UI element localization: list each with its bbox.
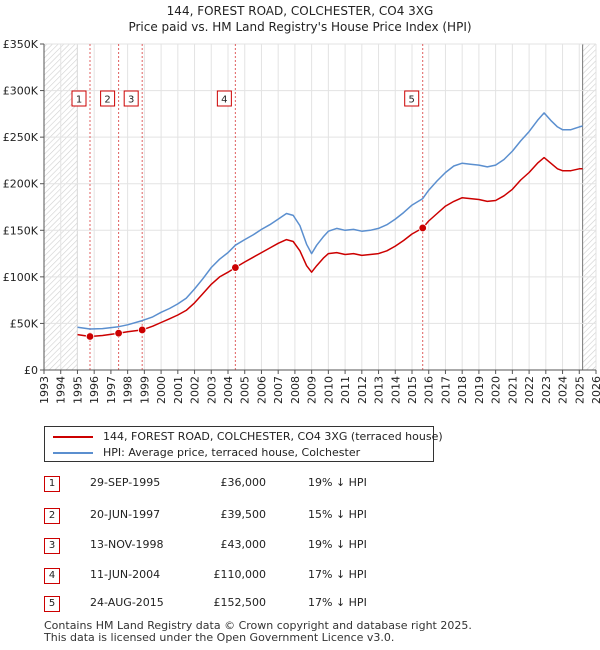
x-tick-label: 2015 <box>406 376 419 404</box>
sale-point <box>114 329 123 338</box>
x-tick-label: 2014 <box>389 376 402 404</box>
chart-title: 144, FOREST ROAD, COLCHESTER, CO4 3XG <box>166 4 434 18</box>
x-tick-label: 2012 <box>356 376 369 404</box>
x-tick-label: 2018 <box>456 376 469 404</box>
sale-marker-label: 1 <box>76 95 82 106</box>
sale-marker-badge <box>216 90 232 107</box>
x-tick-label: 2000 <box>155 376 168 404</box>
x-tick-label: 1999 <box>138 376 151 404</box>
footer-line-copyright: Contains HM Land Registry data © Crown c… <box>44 619 472 632</box>
x-tick-label: 2003 <box>205 376 218 404</box>
y-tick-label: £350K <box>3 38 39 51</box>
table-row: 2 20-JUN-1997 £39,500 15% ↓ HPI <box>44 508 584 524</box>
sale-point <box>85 332 95 341</box>
sale-price: £110,000 <box>213 568 267 581</box>
y-tick-label: £0 <box>24 364 38 377</box>
sale-price: £36,000 <box>220 476 267 489</box>
x-tick-label: 2002 <box>189 376 202 404</box>
x-tick-label: 2021 <box>506 376 519 404</box>
sale-hpi-diff: 19% ↓ HPI <box>308 476 367 489</box>
x-tick-label: 1994 <box>55 376 68 404</box>
x-tick-label: 2026 <box>590 376 600 404</box>
footer-notice: Contains HM Land Registry data © Crown c… <box>44 620 472 644</box>
y-tick-label: £250K <box>3 131 39 144</box>
x-tick-label: 1996 <box>88 376 101 404</box>
x-tick-label: 2009 <box>306 376 319 404</box>
x-tick-label: 2019 <box>473 376 486 404</box>
y-tick-label: £50K <box>10 317 39 330</box>
chart-legend: 144, FOREST ROAD, COLCHESTER, CO4 3XG (t… <box>44 426 443 462</box>
sale-badge: 5 <box>44 596 60 612</box>
sale-hpi-diff: 17% ↓ HPI <box>308 596 367 609</box>
x-tick-label: 2005 <box>239 376 252 404</box>
x-tick-label: 2011 <box>339 376 352 404</box>
x-tick-label: 2025 <box>573 376 586 404</box>
sale-marker-badge <box>100 90 116 107</box>
x-tick-label: 1993 <box>38 376 51 404</box>
table-row: 1 29-SEP-1995 £36,000 19% ↓ HPI <box>44 476 584 492</box>
x-tick-label: 2016 <box>423 376 436 404</box>
sale-price: £152,500 <box>213 596 267 609</box>
x-tick-label: 2020 <box>490 376 503 404</box>
table-row: 5 24-AUG-2015 £152,500 17% ↓ HPI <box>44 596 584 612</box>
y-tick-label: £150K <box>3 224 39 237</box>
sale-hpi-diff: 19% ↓ HPI <box>308 538 367 551</box>
footer-line-licence: This data is licensed under the Open Gov… <box>44 631 395 644</box>
x-tick-label: 2013 <box>373 376 386 404</box>
sale-point <box>137 325 147 335</box>
series-line-property <box>77 156 583 338</box>
sale-marker-label: 3 <box>128 95 134 106</box>
legend-swatch-hpi <box>53 452 93 454</box>
hatched-region <box>582 44 596 370</box>
y-tick-label: £300K <box>3 85 39 98</box>
sale-badge: 4 <box>44 568 60 584</box>
sale-date: 11-JUN-2004 <box>90 568 161 581</box>
x-tick-label: 1997 <box>105 376 118 404</box>
sale-marker-badge <box>404 90 420 107</box>
x-tick-label: 2007 <box>272 376 285 404</box>
sale-price: £43,000 <box>220 538 267 551</box>
legend-label-hpi: HPI: Average price, terraced house, Colc… <box>103 446 361 459</box>
legend-swatch-property <box>53 436 93 438</box>
x-tick-label: 2022 <box>523 376 536 404</box>
x-tick-label: 1998 <box>122 376 135 404</box>
table-row: 4 11-JUN-2004 £110,000 17% ↓ HPI <box>44 568 584 584</box>
x-tick-label: 2017 <box>439 376 452 404</box>
sale-marker-badge <box>123 90 139 107</box>
x-tick-label: 2008 <box>289 376 302 404</box>
sale-hpi-diff: 17% ↓ HPI <box>308 568 367 581</box>
x-tick-label: 2001 <box>172 376 185 404</box>
y-tick-label: £200K <box>3 178 39 191</box>
sale-date: 20-JUN-1997 <box>90 508 161 521</box>
sale-badge: 1 <box>44 476 60 492</box>
sale-marker-badge <box>71 90 87 107</box>
sale-price: £39,500 <box>220 508 267 521</box>
table-row: 3 13-NOV-1998 £43,000 19% ↓ HPI <box>44 538 584 554</box>
sale-marker-label: 4 <box>221 95 227 106</box>
chart-subtitle: Price paid vs. HM Land Registry's House … <box>128 20 472 34</box>
sale-marker-label: 5 <box>409 95 415 106</box>
x-tick-label: 1995 <box>71 376 84 404</box>
x-tick-label: 2023 <box>540 376 553 404</box>
legend-label-property: 144, FOREST ROAD, COLCHESTER, CO4 3XG (t… <box>103 430 443 443</box>
sale-date: 29-SEP-1995 <box>90 476 161 489</box>
sale-hpi-diff: 15% ↓ HPI <box>308 508 367 521</box>
y-tick-label: £100K <box>3 271 39 284</box>
x-tick-label: 2004 <box>222 376 235 404</box>
sale-point <box>418 223 427 233</box>
sale-date: 24-AUG-2015 <box>90 596 164 609</box>
sale-marker-label: 2 <box>104 95 110 106</box>
series-line-hpi <box>77 112 583 330</box>
price-chart: 1 2 3 4 5 £0 £50K £100K £150K £200K £250K £300K £35… <box>3 38 600 404</box>
sale-badge: 3 <box>44 538 60 554</box>
sale-badge: 2 <box>44 508 60 524</box>
x-tick-label: 2024 <box>557 376 570 404</box>
x-tick-label: 2006 <box>255 376 268 404</box>
x-tick-label: 2010 <box>322 376 335 404</box>
sale-date: 13-NOV-1998 <box>90 538 164 551</box>
sale-point <box>231 263 240 272</box>
